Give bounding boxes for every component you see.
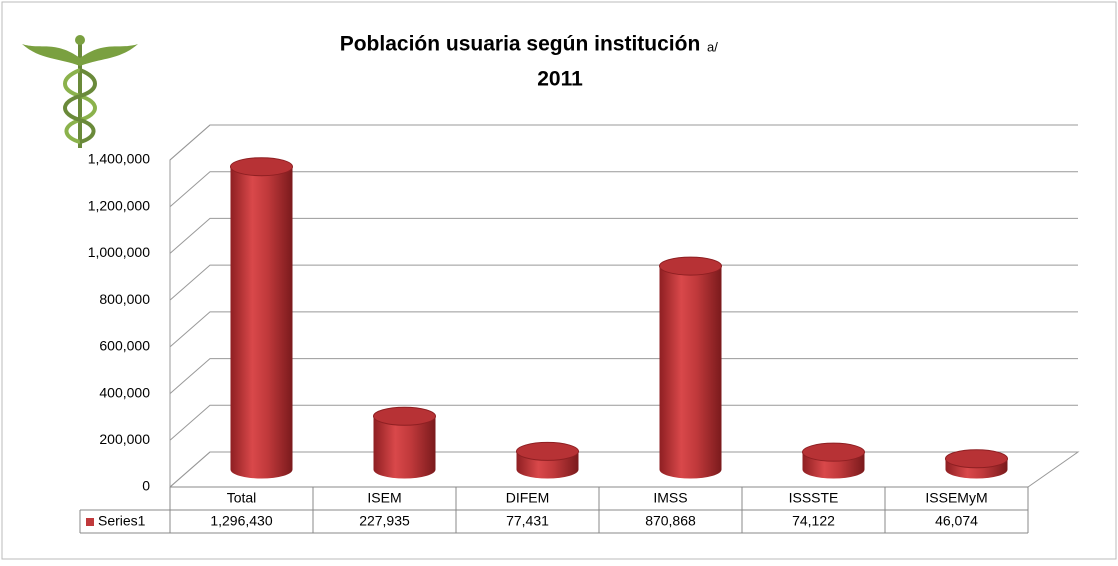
- grid-line: [169, 171, 1078, 208]
- bar: [373, 416, 436, 479]
- x-tick-label: Total: [227, 490, 257, 506]
- grid-line: [169, 217, 1078, 254]
- data-table-value: 74,122: [792, 513, 835, 529]
- y-tick-label: 1,400,000: [88, 151, 150, 167]
- bar: [659, 266, 722, 479]
- bar: [230, 166, 293, 479]
- bar-top: [230, 157, 293, 177]
- grid-line: [169, 311, 1078, 348]
- grid-line: [169, 124, 1078, 161]
- chart-title: Población usuaria según institución: [340, 33, 701, 56]
- data-table-value: 77,431: [506, 513, 549, 529]
- data-table-value: 227,935: [359, 513, 410, 529]
- x-tick-label: ISEM: [367, 490, 401, 506]
- title-note: a/: [707, 39, 718, 54]
- grid-line: [169, 358, 1078, 394]
- data-table-value: 46,074: [935, 513, 978, 529]
- bar-top: [373, 406, 436, 426]
- x-tick-label: DIFEM: [506, 490, 550, 506]
- data-table-value: 1,296,430: [210, 513, 272, 529]
- data-table-value: 870,868: [645, 513, 696, 529]
- legend-swatch: [86, 518, 94, 526]
- grid-line: [169, 404, 1078, 441]
- y-tick-label: 600,000: [99, 338, 150, 354]
- y-tick-label: 1,200,000: [88, 197, 150, 213]
- grid-line: [169, 264, 1078, 301]
- bar-top: [802, 442, 865, 462]
- y-tick-label: 800,000: [99, 291, 150, 307]
- x-tick-label: ISSSTE: [789, 490, 839, 506]
- bar-top: [945, 449, 1008, 469]
- x-tick-label: IMSS: [653, 490, 687, 506]
- chart-subtitle: 2011: [537, 68, 583, 91]
- legend-label: Series1: [98, 513, 146, 529]
- caduceus-icon: [22, 35, 138, 148]
- y-tick-label: 200,000: [99, 431, 150, 447]
- bar-top: [659, 256, 722, 276]
- grid-line: [169, 451, 1078, 488]
- y-tick-label: 400,000: [99, 384, 150, 400]
- x-tick-label: ISSEMyM: [925, 490, 987, 506]
- y-tick-label: 1,000,000: [88, 244, 150, 260]
- y-tick-label: 0: [142, 478, 150, 494]
- bar-top: [516, 441, 579, 461]
